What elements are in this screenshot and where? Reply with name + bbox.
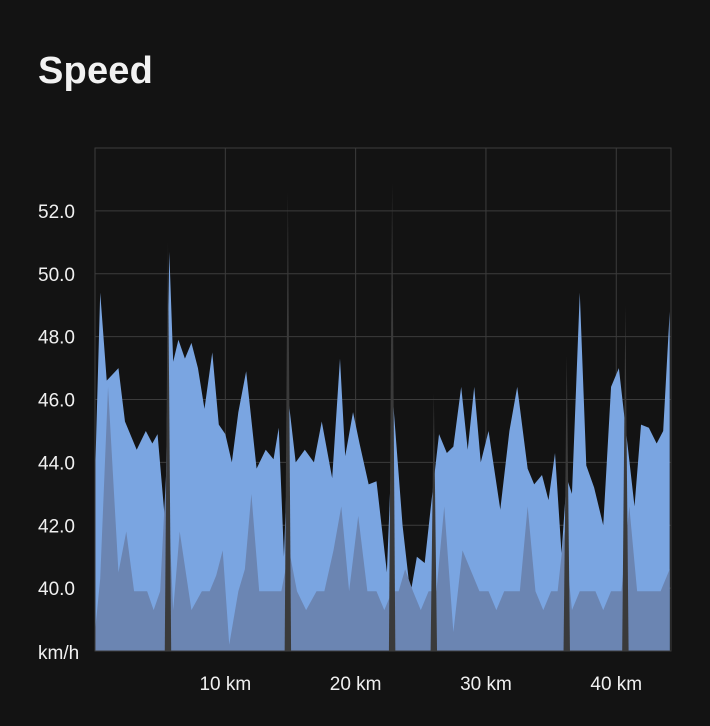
speed-spike [622, 305, 629, 651]
y-tick-label: 44.0 [38, 453, 75, 474]
speed-lower-area [95, 386, 670, 651]
speed-spike [164, 242, 172, 651]
chart-title: Speed [38, 50, 154, 92]
x-tick-label: 40 km [590, 674, 642, 695]
y-unit-label: km/h [38, 643, 79, 664]
speed-spike [388, 182, 396, 652]
speed-spike [563, 355, 570, 651]
plot-frame [94, 147, 672, 652]
y-tick-label: 40.0 [38, 579, 75, 600]
x-axis: 10 km 20 km 30 km 40 km [199, 674, 642, 695]
y-tick-label: 50.0 [38, 265, 75, 286]
speed-spike [284, 192, 292, 651]
plot-areas [95, 182, 670, 652]
y-tick-label: 48.0 [38, 328, 75, 349]
y-axis: 40.0 42.0 44.0 46.0 48.0 50.0 52.0 [38, 202, 75, 600]
x-tick-label: 10 km [199, 674, 251, 695]
x-tick-label: 30 km [460, 674, 512, 695]
y-tick-label: 42.0 [38, 516, 75, 537]
speed-spike [430, 393, 438, 651]
x-tick-label: 20 km [330, 674, 382, 695]
y-tick-label: 46.0 [38, 391, 75, 412]
y-tick-label: 52.0 [38, 202, 75, 223]
